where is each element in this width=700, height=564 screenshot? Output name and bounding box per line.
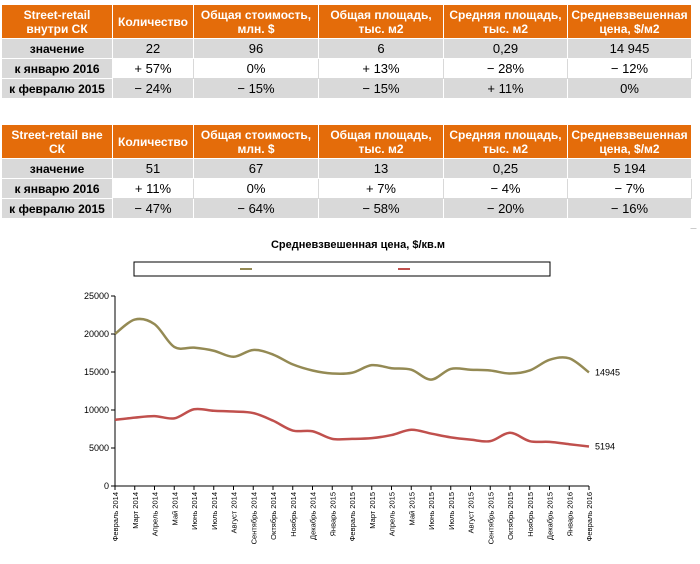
table-cell: 0% <box>567 78 692 99</box>
table-cell: − 24% <box>112 78 194 99</box>
y-tick-label: 20000 <box>84 329 109 339</box>
table-cell: − 20% <box>443 198 568 219</box>
header-cell: Общая стоимость, млн. $ <box>193 124 319 159</box>
header-cell: Количество <box>112 124 194 159</box>
table-cell: + 11% <box>112 178 194 199</box>
header-cell: Общая площадь, тыс. м2 <box>318 124 444 159</box>
table-cell: + 11% <box>443 78 568 99</box>
table-row: к февралю 2015 − 47% − 64% − 58% − 20% −… <box>1 198 692 219</box>
table-row: к январю 2016 + 11% 0% + 7% − 4% − 7% <box>1 178 692 199</box>
table-cell: − 28% <box>443 58 568 79</box>
table-cell: − 12% <box>567 58 692 79</box>
x-tick-label: Декабрь 2015 <box>546 492 555 540</box>
series-line <box>114 407 590 448</box>
x-tick-label: Апрель 2014 <box>151 492 160 536</box>
table-cell: 67 <box>193 158 319 179</box>
x-tick-label: Сентябрь 2015 <box>486 492 495 544</box>
table-cell: − 15% <box>193 78 319 99</box>
table-cell: − 64% <box>193 198 319 219</box>
x-tick-label: Январь 2016 <box>565 492 574 536</box>
x-tick-label: Ноябрь 2015 <box>526 492 535 537</box>
x-tick-label: Февраль 2014 <box>111 492 120 541</box>
row-label: значение <box>1 158 113 179</box>
table-cell: 51 <box>112 158 194 179</box>
table-cell: 0% <box>193 178 319 199</box>
table-cell: 6 <box>318 38 444 59</box>
x-tick-label: Август 2015 <box>467 492 476 533</box>
table-header-row: Street-retail вне СК Количество Общая ст… <box>1 124 692 159</box>
price-line-chart: Средневзвешенная цена, $/кв.м 0 5000 10000 1… <box>84 228 697 544</box>
x-tick-label: Июль 2014 <box>210 492 219 530</box>
table-header-row: Street-retail внутри СК Количество Общая… <box>1 4 692 39</box>
chart-legend <box>133 261 551 277</box>
header-cell: Средняя площадь, тыс. м2 <box>443 124 568 159</box>
x-tick-label: Июнь 2015 <box>427 492 436 530</box>
x-tick-label: Октябрь 2015 <box>506 492 515 540</box>
header-cell: Street-retail вне СК <box>1 124 113 159</box>
table-row: к январю 2016 + 57% 0% + 13% − 28% − 12% <box>1 58 692 79</box>
x-tick-label: Февраль 2016 <box>585 492 594 541</box>
series-line <box>114 317 590 381</box>
table-cell: + 57% <box>112 58 194 79</box>
row-label: значение <box>1 38 113 59</box>
x-tick-label: Январь 2015 <box>328 492 337 536</box>
stats-table-outside-sc: Street-retail вне СК Количество Общая ст… <box>1 124 692 219</box>
header-cell: Общая стоимость, млн. $ <box>193 4 319 39</box>
header-cell: Street-retail внутри СК <box>1 4 113 39</box>
table-cell: 14 945 <box>567 38 692 59</box>
x-tick-label: Май 2015 <box>407 492 416 525</box>
stats-table-inside-sc: Street-retail внутри СК Количество Общая… <box>1 4 692 99</box>
header-cell: Общая площадь, тыс. м2 <box>318 4 444 39</box>
row-label: к январю 2016 <box>1 178 113 199</box>
table-cell: − 58% <box>318 198 444 219</box>
table-cell: 0% <box>193 58 319 79</box>
table-cell: 0,25 <box>443 158 568 179</box>
table-cell: − 7% <box>567 178 692 199</box>
table-cell: − 15% <box>318 78 444 99</box>
table-cell: + 7% <box>318 178 444 199</box>
table-row: значение 51 67 13 0,25 5 194 <box>1 158 692 179</box>
table-cell: 5 194 <box>567 158 692 179</box>
x-tick-label: Декабрь 2014 <box>309 492 318 540</box>
row-label: к февралю 2015 <box>1 198 113 219</box>
chart-title: Средневзвешенная цена, $/кв.м <box>271 239 445 251</box>
series-end-label: 14945 <box>595 367 620 377</box>
y-tick-label: 25000 <box>84 291 109 301</box>
row-label: к январю 2016 <box>1 58 113 79</box>
table-cell: 96 <box>193 38 319 59</box>
x-tick-label: Апрель 2015 <box>388 492 397 536</box>
table-cell: − 16% <box>567 198 692 219</box>
x-tick-label: Март 2015 <box>368 492 377 529</box>
y-tick-label: 0 <box>104 481 109 491</box>
x-tick-label: Октябрь 2014 <box>269 492 278 540</box>
table-cell: − 4% <box>443 178 568 199</box>
table-cell: − 47% <box>112 198 194 219</box>
y-tick-label: 15000 <box>84 367 109 377</box>
table-cell: 22 <box>112 38 194 59</box>
x-tick-label: Февраль 2015 <box>348 492 357 541</box>
table-cell: + 13% <box>318 58 444 79</box>
table-cell: 13 <box>318 158 444 179</box>
x-tick-label: Август 2014 <box>230 492 239 533</box>
x-tick-label: Март 2014 <box>131 492 140 529</box>
table-row: значение 22 96 6 0,29 14 945 <box>1 38 692 59</box>
x-tick-label: Июль 2015 <box>447 492 456 530</box>
header-cell: Средневзвешенная цена, $/м2 <box>567 124 692 159</box>
series-end-label: 5194 <box>595 442 615 452</box>
table-row: к февралю 2015 − 24% − 15% − 15% + 11% 0… <box>1 78 692 99</box>
y-tick-label: 5000 <box>89 443 109 453</box>
x-tick-label: Июнь 2014 <box>190 492 199 530</box>
x-tick-label: Май 2014 <box>170 492 179 525</box>
x-tick-label: Ноябрь 2014 <box>289 492 298 537</box>
row-label: к февралю 2015 <box>1 78 113 99</box>
y-tick-label: 10000 <box>84 405 109 415</box>
x-tick-label: Сентябрь 2014 <box>249 492 258 544</box>
header-cell: Количество <box>112 4 194 39</box>
header-cell: Средневзвешенная цена, $/м2 <box>567 4 692 39</box>
header-cell: Средняя площадь, тыс. м2 <box>443 4 568 39</box>
table-cell: 0,29 <box>443 38 568 59</box>
